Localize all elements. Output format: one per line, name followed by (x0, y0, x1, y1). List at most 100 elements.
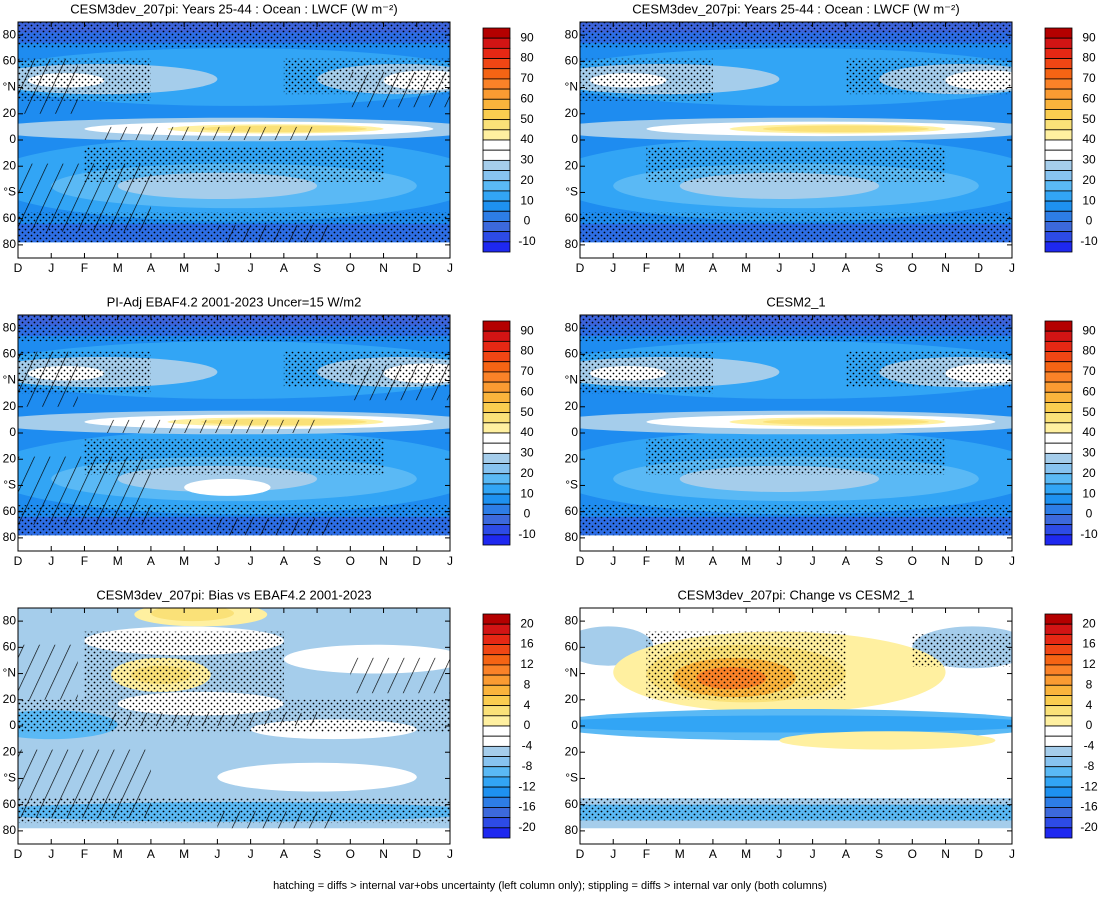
x-tick-label: D (14, 261, 23, 275)
colorbar-box (482, 119, 511, 131)
colorbar-box (482, 78, 511, 90)
colorbar-label: 0 (1086, 214, 1093, 228)
y-tick-label: 60 (565, 797, 579, 811)
x-tick-label: J (776, 261, 782, 275)
colorbar-label: 40 (520, 132, 534, 146)
x-tick-label: D (14, 554, 23, 568)
y-tick-label: °N (565, 80, 578, 94)
panel: CESM2_1 80 60 °N 20 0 20 °S 60 80 D J F M A M J J A S O N D J 90… (565, 294, 1098, 568)
hatching (101, 712, 318, 726)
colorbar-label: 60 (520, 91, 534, 105)
panel: CESM3dev_207pi: Bias vs EBAF4.2 2001-202… (3, 587, 536, 861)
colorbar-box (1044, 483, 1073, 495)
colorbar-box (1044, 463, 1073, 475)
colorbar-label: 70 (520, 364, 534, 378)
colorbar-box (482, 190, 511, 202)
colorbar-label: 70 (1082, 364, 1096, 378)
colorbar-label: -10 (1080, 527, 1098, 541)
colorbar-box (1044, 37, 1073, 49)
x-tick-label: J (48, 847, 54, 861)
y-tick-label: °S (565, 771, 578, 785)
colorbar-box (1044, 735, 1073, 747)
colorbar-box (482, 139, 511, 151)
colorbar-label: 80 (520, 344, 534, 358)
colorbar-box (1044, 452, 1073, 464)
x-tick-label: J (248, 554, 254, 568)
panel: PI-Adj EBAF4.2 2001-2023 Uncer=15 W/m2 80… (3, 294, 536, 568)
stippling (912, 634, 1012, 667)
colorbar-box (482, 473, 511, 485)
x-tick-label: J (447, 261, 453, 275)
colorbar-label: 20 (520, 466, 534, 480)
colorbar-label: 60 (1082, 384, 1096, 398)
x-tick-label: J (810, 554, 816, 568)
colorbar-box (1044, 623, 1073, 635)
x-tick-label: J (214, 847, 220, 861)
contour-region (184, 478, 271, 496)
x-tick-label: M (675, 554, 685, 568)
hatching (18, 749, 151, 818)
colorbar-label: 50 (520, 405, 534, 419)
y-tick-label: 20 (565, 451, 579, 465)
y-tick-label: 80 (3, 27, 17, 41)
colorbar-label: 20 (520, 616, 534, 630)
panel-title: CESM3dev_207pi: Years 25-44 : Ocean : LW… (632, 1, 959, 16)
x-tick-label: D (974, 261, 983, 275)
y-tick-label: 20 (3, 399, 17, 413)
x-tick-label: S (875, 261, 883, 275)
x-tick-label: J (610, 847, 616, 861)
y-tick-label: 80 (3, 613, 17, 627)
colorbar-box (1044, 695, 1073, 707)
stippling (18, 22, 450, 49)
x-tick-label: S (313, 554, 321, 568)
y-tick-label: 20 (565, 399, 579, 413)
colorbar-box (482, 109, 511, 121)
panel-title: CESM3dev_207pi: Change vs CESM2_1 (677, 587, 914, 602)
colorbar-box (482, 483, 511, 495)
contour-region (762, 125, 929, 133)
stippling (845, 351, 1012, 388)
panel: CESM3dev_207pi: Change vs CESM2_18060°N2… (565, 587, 1098, 861)
x-tick-label: N (379, 847, 388, 861)
colorbar-label: 40 (1082, 425, 1096, 439)
colorbar-box (482, 796, 511, 808)
x-tick-label: O (346, 847, 355, 861)
colorbar-box (1044, 371, 1073, 383)
colorbar-label: 90 (1082, 323, 1096, 337)
colorbar-box (1044, 180, 1073, 192)
colorbar-box (1044, 422, 1073, 434)
colorbar-box (482, 340, 511, 352)
colorbar-box (482, 534, 511, 546)
colorbar-box (482, 210, 511, 222)
colorbar-box (482, 361, 511, 373)
colorbar-box (482, 149, 511, 161)
colorbar-box (1044, 644, 1073, 656)
colorbar-box (1044, 340, 1073, 352)
colorbar-box (482, 664, 511, 676)
y-tick-label: 20 (3, 106, 17, 120)
y-tick-label: °S (565, 185, 578, 199)
colorbar-box (482, 37, 511, 49)
colorbar-box (482, 47, 511, 59)
colorbar-box (482, 463, 511, 475)
x-tick-label: O (346, 554, 355, 568)
colorbar-label: 30 (1082, 153, 1096, 167)
colorbar-box (482, 705, 511, 717)
y-tick-label: 20 (565, 158, 579, 172)
colorbar-box (482, 200, 511, 212)
colorbar-box (482, 442, 511, 454)
colorbar-label: 70 (1082, 71, 1096, 85)
panel: CESM3dev_207pi: Years 25-44 : Ocean : LW… (3, 1, 536, 275)
x-tick-label: M (741, 261, 751, 275)
y-tick-label: 80 (565, 530, 579, 544)
colorbar-box (482, 320, 511, 332)
colorbar-label: -16 (1080, 800, 1098, 814)
colorbar-box (1044, 674, 1073, 686)
colorbar-box (1044, 817, 1073, 829)
x-tick-label: N (941, 261, 950, 275)
y-tick-label: 0 (571, 718, 578, 732)
colorbar-label: 70 (520, 71, 534, 85)
colorbar-box (482, 524, 511, 536)
x-tick-label: A (147, 554, 155, 568)
x-tick-label: M (113, 847, 123, 861)
